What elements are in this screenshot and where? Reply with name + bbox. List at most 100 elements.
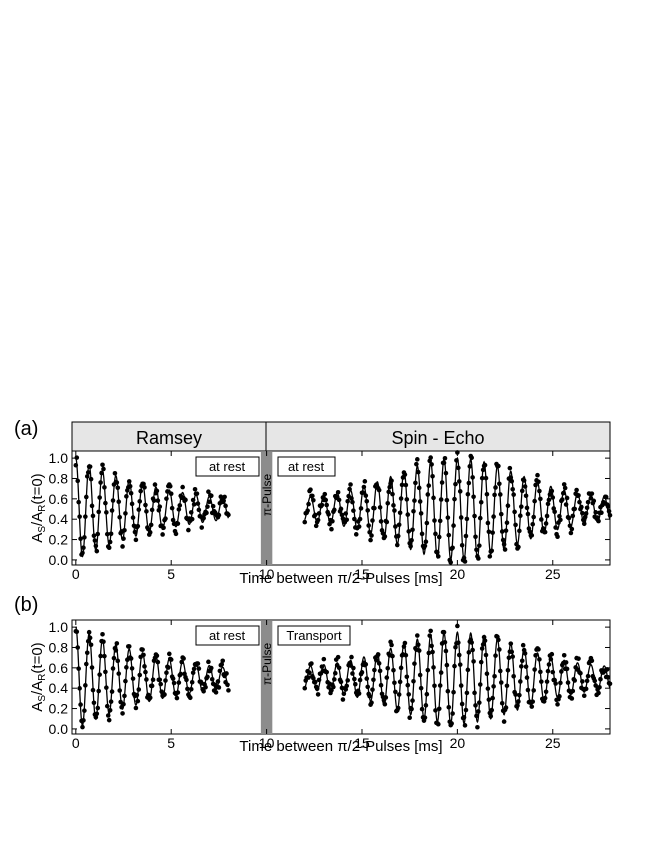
data-point — [529, 533, 535, 538]
data-point — [123, 511, 128, 516]
data-point — [219, 662, 225, 667]
data-point — [321, 656, 327, 662]
data-point — [351, 665, 356, 671]
data-point — [82, 708, 87, 713]
data-point — [545, 501, 551, 507]
data-point — [373, 657, 379, 663]
data-point — [520, 642, 526, 648]
data-point — [471, 659, 476, 664]
data-point — [175, 690, 181, 695]
data-point — [572, 678, 578, 683]
data-point — [530, 521, 536, 527]
header-bar — [71, 421, 611, 452]
data-point — [85, 470, 91, 475]
data-point — [519, 658, 525, 664]
data-point — [100, 462, 105, 468]
data-point — [142, 664, 147, 669]
data-point — [535, 472, 540, 478]
data-point — [415, 633, 420, 638]
data-point — [493, 485, 498, 490]
data-point — [399, 482, 405, 488]
data-point — [496, 637, 501, 643]
data-point — [456, 652, 462, 658]
data-point — [330, 518, 335, 524]
data-point — [367, 693, 372, 699]
data-point — [591, 498, 597, 504]
data-point — [151, 498, 157, 503]
data-point — [559, 669, 564, 674]
data-point — [504, 683, 510, 689]
data-point — [83, 514, 88, 519]
data-point — [164, 670, 169, 675]
data-point — [75, 645, 81, 650]
data-point — [176, 507, 182, 512]
data-point — [117, 688, 122, 693]
data-point — [563, 660, 569, 665]
data-point — [84, 650, 90, 656]
data-point — [386, 489, 392, 495]
data-point — [127, 483, 133, 489]
data-point — [340, 697, 346, 702]
data-point — [349, 654, 354, 660]
data-point — [599, 510, 604, 516]
data-point — [78, 702, 83, 707]
data-point — [532, 498, 537, 504]
data-point — [96, 688, 102, 694]
data-point — [141, 481, 146, 487]
data-point — [474, 713, 479, 719]
data-point — [469, 455, 474, 460]
data-point — [513, 522, 518, 528]
data-point — [189, 516, 195, 522]
data-point — [512, 509, 517, 515]
data-point — [385, 665, 391, 671]
data-point — [136, 687, 142, 692]
data-point — [101, 639, 106, 645]
data-point — [411, 509, 416, 514]
data-point — [201, 515, 206, 521]
data-point — [419, 706, 425, 712]
data-point — [550, 495, 556, 500]
data-point — [329, 526, 334, 532]
data-point — [343, 511, 349, 516]
data-point — [147, 695, 153, 701]
data-point — [322, 491, 328, 497]
data-point — [150, 677, 156, 683]
data-point — [546, 662, 552, 667]
data-point — [564, 666, 570, 672]
data-point — [502, 547, 508, 552]
data-point — [336, 665, 342, 671]
data-point — [484, 491, 490, 497]
data-point — [481, 634, 487, 640]
data-point — [97, 495, 102, 500]
data-point — [323, 497, 329, 503]
data-point — [161, 525, 166, 531]
data-point — [357, 516, 363, 522]
data-point — [338, 679, 344, 685]
data-point — [477, 700, 482, 705]
data-point — [552, 509, 557, 515]
data-point — [215, 679, 221, 684]
x-axis-label: Time between π/2-Pulses [ms] — [239, 570, 442, 587]
data-point — [458, 683, 464, 688]
data-point — [115, 658, 121, 664]
data-point — [100, 631, 105, 637]
data-point — [221, 498, 226, 504]
data-point — [305, 508, 310, 513]
data-point — [477, 682, 483, 687]
data-point — [392, 508, 397, 513]
data-point — [439, 480, 445, 485]
data-point — [137, 499, 143, 504]
data-point — [103, 669, 108, 675]
data-point — [183, 497, 188, 503]
data-point — [577, 499, 582, 505]
data-point — [110, 498, 116, 503]
data-point — [402, 640, 408, 646]
x-tick-label: 20 — [450, 566, 466, 582]
data-point — [74, 455, 80, 460]
data-point — [306, 501, 311, 507]
data-point — [114, 641, 120, 646]
data-point — [438, 670, 444, 675]
data-point — [496, 463, 501, 469]
label-at-rest-right: at rest — [288, 459, 325, 474]
data-point — [584, 678, 590, 684]
